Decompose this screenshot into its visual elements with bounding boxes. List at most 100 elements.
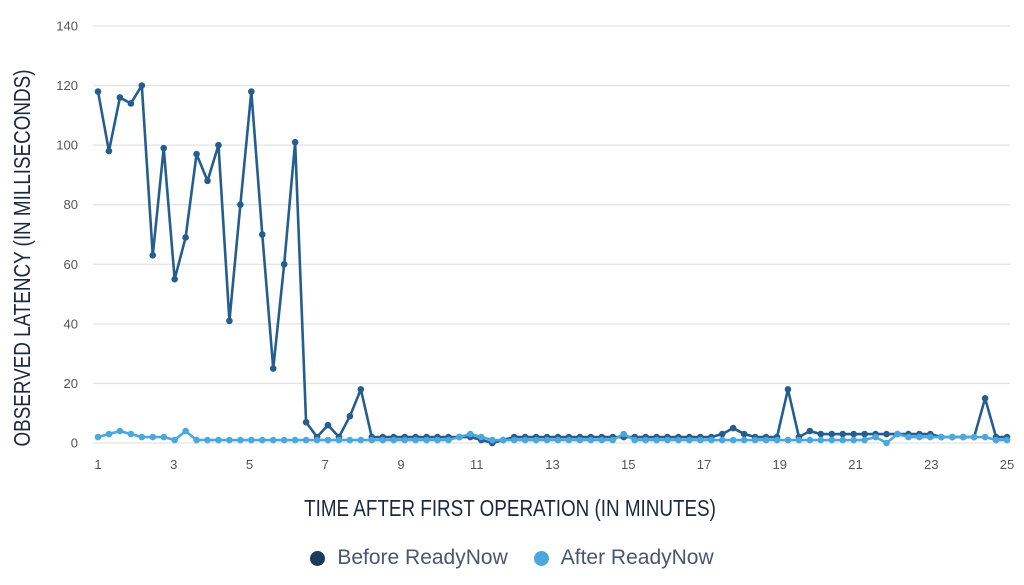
data-point-after <box>149 433 157 441</box>
data-point-before <box>258 231 266 238</box>
x-tick-label: 3 <box>170 457 177 472</box>
data-point-after <box>456 433 463 441</box>
data-point-before <box>248 88 255 95</box>
y-tick-label: 40 <box>64 316 78 331</box>
x-tick-label: 11 <box>470 457 484 472</box>
data-point-before <box>149 252 157 259</box>
data-point-after <box>729 436 737 444</box>
legend-item-after[interactable]: After ReadyNow <box>533 546 714 570</box>
data-point-after <box>324 436 332 444</box>
data-point-after <box>182 427 189 435</box>
y-tick-label: 120 <box>56 78 78 93</box>
legend-item-before[interactable]: Before ReadyNow <box>310 546 508 570</box>
data-point-after <box>335 436 343 444</box>
x-tick-label: 1 <box>94 457 101 472</box>
x-tick-label: 13 <box>545 457 559 472</box>
data-point-before <box>280 260 288 268</box>
data-point-after <box>248 436 255 444</box>
data-point-after <box>291 436 299 444</box>
data-point-after <box>543 436 551 444</box>
data-point-after <box>423 436 430 444</box>
data-point-after <box>554 436 562 444</box>
x-axis-title: TIME AFTER FIRST OPERATION (IN MINUTES) <box>304 496 716 521</box>
data-point-after <box>346 436 354 444</box>
data-point-after <box>609 436 617 444</box>
data-point-after <box>313 436 321 444</box>
data-point-before <box>105 147 113 155</box>
y-tick-label: 0 <box>71 436 78 451</box>
data-point-before <box>981 395 989 402</box>
data-point-before <box>94 88 102 95</box>
data-point-after <box>94 433 102 441</box>
data-point-after <box>883 439 890 447</box>
data-point-before <box>269 365 277 372</box>
data-point-after <box>675 436 682 444</box>
data-point-after <box>664 436 671 444</box>
data-point-after <box>478 433 485 441</box>
data-point-after <box>740 436 748 444</box>
data-point-after <box>795 436 803 444</box>
legend-label-before: Before ReadyNow <box>337 546 508 569</box>
y-tick-label: 140 <box>56 19 78 34</box>
series-layer <box>94 82 1011 447</box>
data-point-before <box>718 430 726 438</box>
y-tick-label: 100 <box>56 138 78 153</box>
data-point-after <box>269 436 277 444</box>
legend-marker-after <box>533 550 549 566</box>
data-point-after <box>631 436 638 444</box>
data-point-before <box>817 430 825 438</box>
x-tick-label: 25 <box>1000 457 1014 472</box>
data-point-before <box>839 430 847 438</box>
data-point-after <box>751 436 759 444</box>
data-point-before <box>204 177 211 185</box>
x-tick-label: 23 <box>924 457 938 472</box>
data-point-after <box>258 436 266 444</box>
data-point-before <box>828 430 836 438</box>
data-point-after <box>226 436 233 444</box>
data-point-after <box>467 430 474 438</box>
data-point-after <box>379 436 387 444</box>
data-point-after <box>434 436 441 444</box>
data-point-after <box>850 436 857 444</box>
y-tick-label: 60 <box>64 257 78 272</box>
data-point-after <box>916 433 923 441</box>
data-point-before <box>784 386 792 393</box>
data-point-after <box>587 436 595 444</box>
x-axis-ticks: 1 3 5 7 9 11 13 15 17 19 21 23 25 <box>94 457 1014 472</box>
data-point-after <box>762 436 770 444</box>
x-tick-label: 15 <box>621 457 635 472</box>
data-point-before <box>215 141 222 149</box>
data-point-after <box>784 436 792 444</box>
data-point-after <box>445 436 452 444</box>
data-point-after <box>817 436 825 444</box>
data-point-before <box>193 150 200 158</box>
data-point-after <box>937 433 945 441</box>
data-point-after <box>499 436 507 444</box>
gridlines <box>93 25 1010 444</box>
data-point-after <box>127 430 135 438</box>
data-point-after <box>872 433 879 441</box>
data-point-after <box>302 436 310 444</box>
x-tick-label: 7 <box>322 457 329 472</box>
data-point-after <box>839 436 847 444</box>
y-tick-label: 20 <box>64 376 78 391</box>
data-point-after <box>861 436 868 444</box>
data-point-after <box>521 436 529 444</box>
data-point-before <box>883 430 890 438</box>
data-point-before <box>182 234 189 241</box>
data-point-after <box>927 433 934 441</box>
data-point-after <box>171 436 178 444</box>
data-point-after <box>401 436 408 444</box>
data-point-after <box>598 436 606 444</box>
legend: Before ReadyNow After ReadyNow <box>0 546 1024 570</box>
y-axis-ticks: 0 20 40 60 80 100 120 140 <box>56 19 78 451</box>
data-point-after <box>718 436 726 444</box>
data-point-after <box>620 430 627 438</box>
data-point-after <box>981 433 989 441</box>
data-point-before <box>806 427 814 435</box>
data-point-after <box>488 436 496 444</box>
data-point-after <box>510 436 518 444</box>
data-point-after <box>686 436 693 444</box>
data-point-before <box>324 421 332 429</box>
